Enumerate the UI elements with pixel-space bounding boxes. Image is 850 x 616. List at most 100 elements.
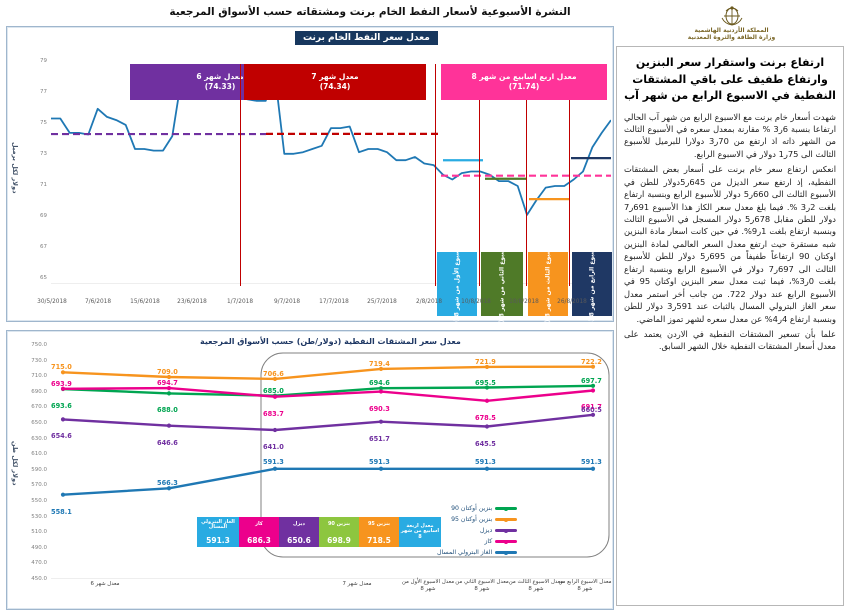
bottom-ytick-3: 510.0	[31, 529, 47, 536]
top-ytick-69: 69	[40, 213, 47, 219]
datalabel-ديزل-0: 654.6	[51, 432, 72, 441]
top-ytick-65: 65	[40, 275, 47, 281]
datalabel-بنزين أوكتان 95-1: 709.0	[157, 367, 178, 376]
legend-item-4: الغاز البترولي المسال	[437, 547, 518, 558]
datalabel-الغاز البترولي المسال-2: 591.3	[263, 457, 284, 466]
table-head-gasoline95: بنزين 95	[359, 517, 399, 533]
table-val-kerosene: 686.3	[239, 533, 279, 547]
datalabel-بنزين أوكتان 90-1: 688.0	[157, 406, 178, 415]
bottom-ytick-1: 470.0	[31, 560, 47, 567]
week-bar-2: معدل الاسبوع الثاني من شهر 8 (71.55)	[481, 224, 523, 344]
derivative-prices-plot	[51, 352, 611, 579]
separator-week3	[526, 100, 528, 286]
datalabel-الغاز البترولي المسال-5: 591.3	[581, 457, 602, 466]
separator-week4	[569, 100, 571, 286]
datalabel-كاز-1: 694.7	[157, 379, 178, 388]
avg-band-4weeks-label: معدل اربع اسابيع من شهر 8	[471, 72, 577, 82]
top-ytick-71: 71	[40, 182, 47, 188]
legend-swatch-pink-icon	[495, 540, 518, 543]
brent-price-plot	[51, 66, 611, 284]
datalabel-بنزين أوكتان 90-5: 697.7	[581, 376, 602, 385]
bottom-xtick-4: معدل الاسبوع الثالث من شهر 8	[508, 579, 564, 592]
top-xtick-5: 9/7/2018	[273, 299, 301, 305]
separator-month8-start	[435, 64, 437, 286]
bottom-ytick-12: 690.0	[31, 388, 47, 395]
top-xtick-9: 10/8/2018	[461, 299, 491, 305]
table-col-gasoline90: بنزين 90 698.9	[319, 517, 359, 547]
top-xtick-2: 15/6/2018	[130, 299, 160, 305]
article-paragraph-0: شهدت أسعار خام برنت مع الاسبوع الرابع من…	[624, 111, 836, 159]
datalabel-بنزين أوكتان 90-0: 693.6	[51, 401, 72, 410]
bottom-chart-yaxis-title: دولار لكل طن	[11, 441, 19, 486]
legend-label-3: كاز	[484, 538, 493, 545]
top-xtick-11: 26/8/2018	[557, 299, 587, 305]
datalabel-ديزل-2: 641.0	[263, 443, 284, 452]
bottom-ytick-11: 670.0	[31, 404, 47, 411]
bottom-xtick-1: معدل شهر 7	[342, 581, 372, 587]
table-val-gasoline90: 698.9	[319, 533, 359, 547]
datalabel-ديزل-5: 660.5	[581, 405, 602, 414]
top-xtick-6: 17/7/2018	[319, 299, 349, 305]
table-val-gasoline95: 718.5	[359, 533, 399, 547]
ministry-crest: المملكة الأردنية الهاشمية وزارة الطاقة و…	[619, 2, 844, 44]
bottom-ytick-7: 590.0	[31, 466, 47, 473]
bottom-ytick-15: 750.0	[31, 342, 47, 348]
top-chart-yaxis-title: دولار لكل برميل	[11, 142, 19, 194]
avg-band-4weeks-month8: معدل اربع اسابيع من شهر 8 (71.74)	[441, 64, 607, 100]
top-xtick-7: 25/7/2018	[367, 299, 397, 305]
table-col-kerosene: كاز 686.3	[239, 517, 279, 547]
week-bar-3: معدل الاسبوع الثالث من شهر 8 (70.28)	[528, 224, 568, 344]
bottom-ytick-0: 450.0	[31, 576, 47, 582]
legend-item-3: كاز	[437, 536, 518, 547]
bottom-ytick-10: 650.0	[31, 420, 47, 426]
datalabel-ديزل-1: 646.6	[157, 438, 178, 447]
top-ytick-67: 67	[40, 244, 47, 250]
bottom-ytick-13: 710.0	[31, 373, 47, 380]
bottom-xtick-2: معدل الاسبوع الأول من شهر 8	[401, 579, 455, 592]
legend-item-0: بنزين أوكتان 90	[437, 503, 518, 514]
brent-crude-chart-panel: معدل سعر النفط الخام برنت دولار لكل برمي…	[6, 26, 614, 344]
table-head-lpg: الغاز البترولي المسال	[197, 517, 239, 533]
bottom-xtick-5: معدل الاسبوع الرابع من شهر 8	[558, 579, 612, 592]
legend-item-2: ديزل	[437, 525, 518, 536]
jordan-emblem-icon	[719, 5, 745, 27]
separator-week2	[479, 100, 481, 286]
datalabel-بنزين أوكتان 95-0: 715.0	[51, 363, 72, 372]
datalabel-الغاز البترولي المسال-0: 558.1	[51, 507, 72, 516]
avg-band-month7-value: (74.34)	[319, 82, 351, 91]
bottom-ytick-2: 490.0	[31, 544, 47, 551]
table-head-gasoline90: بنزين 90	[319, 517, 359, 533]
legend-label-2: ديزل	[479, 527, 493, 534]
legend-item-1: بنزين أوكتان 95	[437, 514, 518, 525]
article-panel: ارتفاع برنت واستقرار سعر البنزين وارتفاع…	[616, 46, 844, 606]
datalabel-بنزين أوكتان 90-3: 694.6	[369, 379, 390, 388]
week-bar-1: معدل الاسبوع الأول من شهر 8 (72.70)	[437, 225, 477, 343]
table-head-diesel: ديزل	[279, 517, 319, 533]
top-ytick-77: 77	[40, 89, 47, 95]
datalabel-بنزين أوكتان 90-4: 695.5	[475, 378, 496, 387]
top-chart-title: معدل سعر النفط الخام برنت	[295, 31, 438, 45]
avg-band-month7: معدل شهر 7 (74.34)	[244, 64, 426, 100]
bottom-ytick-9: 630.0	[31, 435, 47, 442]
top-xtick-3: 23/6/2018	[177, 299, 207, 305]
datalabel-بنزين أوكتان 95-2: 706.6	[263, 369, 284, 378]
table-val-lpg: 591.3	[197, 533, 239, 547]
table-col-lpg: الغاز البترولي المسال 591.3	[197, 517, 239, 547]
crest-line-1: المملكة الأردنية الهاشمية	[694, 26, 769, 34]
datalabel-كاز-4: 678.5	[475, 413, 496, 422]
legend-label-1: بنزين أوكتان 95	[451, 516, 493, 523]
weekly-average-table: معدل اربعة اسابيع من شهر 8 بنزين 95 718.…	[197, 517, 441, 547]
derivatives-chart-panel: معدل سعر المشتقات النفطية (دولار/طن) حسب…	[6, 330, 614, 610]
table-head-kerosene: كاز	[239, 517, 279, 533]
crest-line-2: وزارة الطاقة والثروة المعدنية	[687, 34, 776, 41]
top-ytick-73: 73	[40, 151, 47, 157]
bottom-ytick-5: 550.0	[31, 498, 47, 504]
datalabel-كاز-0: 693.9	[51, 379, 72, 388]
legend-label-4: الغاز البترولي المسال	[437, 549, 493, 556]
legend-swatch-orange-icon	[495, 518, 518, 521]
article-paragraph-2: علما بأن تسعير المشتقات النفطية في الارد…	[624, 328, 836, 352]
document-title: النشرة الأسبوعية لأسعار النفط الخام برنت…	[169, 6, 571, 18]
top-xtick-0: 30/5/2018	[37, 299, 67, 305]
avg-band-month6-label: معدل شهر 6	[196, 72, 244, 82]
bottom-ytick-8: 610.0	[31, 451, 47, 458]
